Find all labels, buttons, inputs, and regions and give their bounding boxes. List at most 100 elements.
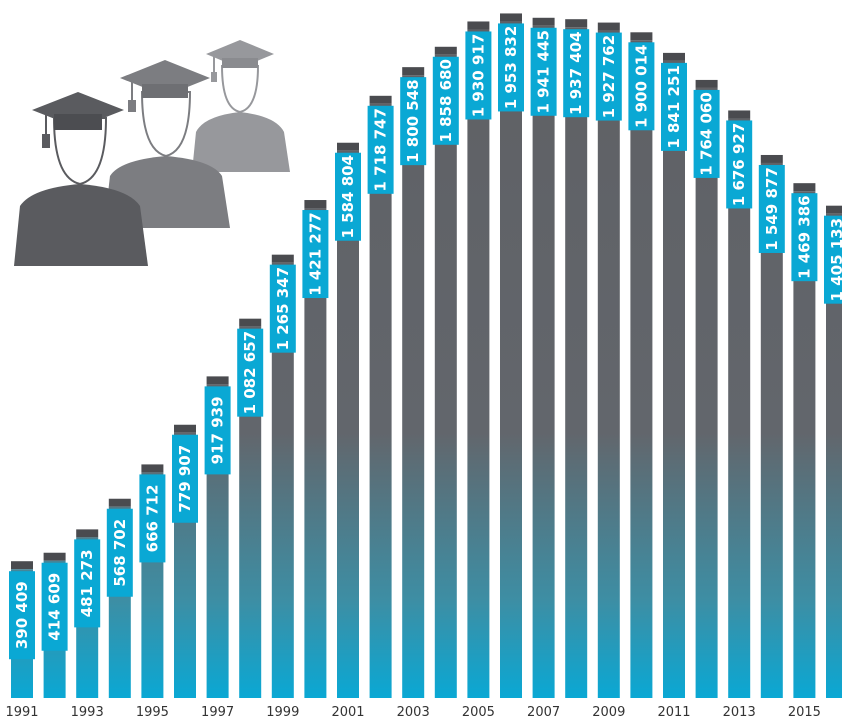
value-label: 1 941 445 [535, 30, 553, 114]
value-label: 1 927 762 [600, 35, 618, 119]
bar-2013: 1 676 927 [726, 110, 753, 698]
bar-cap [337, 142, 359, 151]
bar-cap [271, 254, 294, 263]
bar [369, 103, 392, 699]
bar-2005: 1 930 917 [465, 21, 492, 698]
bar-2000: 1 421 277 [302, 200, 329, 699]
value-label-bg [465, 31, 492, 120]
bar [663, 60, 685, 699]
x-tick-label: 1997 [201, 705, 234, 718]
graduate-figure-back [192, 40, 290, 172]
graduate-figures-icon [14, 40, 290, 266]
value-label: 1 841 251 [665, 65, 683, 149]
bar [271, 262, 294, 698]
value-label: 414 609 [46, 573, 64, 641]
bar-2001: 1 584 804 [335, 142, 361, 698]
x-tick-label: 2013 [723, 705, 756, 718]
value-label: 1 858 680 [437, 59, 455, 143]
value-label-bg [400, 77, 427, 166]
bar [304, 208, 327, 699]
bar [695, 87, 718, 699]
bar-cap [630, 32, 653, 41]
bar [565, 27, 588, 698]
x-tick-label: 2015 [788, 705, 821, 718]
bar-2007: 1 941 445 [530, 17, 557, 698]
bar [793, 191, 816, 698]
x-tick-label: 2009 [592, 705, 625, 718]
bar-2011: 1 841 251 [661, 52, 687, 699]
value-label: 1 937 404 [567, 31, 585, 115]
value-label: 1 953 832 [502, 26, 520, 110]
value-label: 1 405 133 [828, 218, 842, 302]
bar-2016: 1 405 133 [824, 205, 842, 698]
value-label-bg [335, 152, 361, 241]
bar-2015: 1 469 386 [791, 183, 818, 698]
bar-cap [174, 424, 196, 433]
value-label: 1 469 386 [795, 195, 813, 279]
bar-2008: 1 937 404 [563, 19, 590, 698]
x-tick-label: 1991 [5, 705, 38, 718]
value-label: 568 702 [111, 519, 129, 587]
bar [337, 150, 359, 698]
value-label-bg [693, 89, 720, 178]
bar-cap [434, 46, 457, 55]
value-label: 1 930 917 [469, 34, 487, 118]
bar-cap [467, 21, 490, 30]
value-label: 1 082 657 [241, 331, 259, 415]
bar-cap [108, 498, 131, 507]
value-label: 1 718 747 [372, 108, 390, 192]
bar-cap [76, 529, 99, 538]
value-label: 1 676 927 [730, 123, 748, 207]
value-label: 1 265 347 [274, 267, 292, 351]
bar-1998: 1 082 657 [237, 318, 264, 698]
value-label-bg [9, 571, 35, 660]
bar-2009: 1 927 762 [595, 22, 622, 698]
value-label-bg [563, 29, 590, 118]
value-label-bg [824, 215, 842, 304]
bar [500, 21, 522, 698]
bar [630, 40, 653, 699]
bar-1994: 568 702 [106, 498, 133, 698]
bar [434, 54, 457, 699]
value-label-bg [758, 164, 785, 253]
value-label-bg [106, 508, 133, 597]
value-label-bg [498, 23, 524, 112]
value-label-bg [726, 120, 753, 209]
value-label: 1 421 277 [306, 212, 324, 296]
bar-cap [11, 561, 33, 570]
bar-cap [760, 154, 783, 163]
bar-cap [206, 376, 229, 385]
value-label-bg [595, 32, 622, 121]
value-label-bg [530, 27, 557, 116]
value-label: 390 409 [13, 581, 31, 649]
bar [402, 75, 425, 698]
value-label: 1 584 804 [339, 155, 357, 239]
x-tick-label: 1993 [71, 705, 104, 718]
value-label-bg [367, 105, 394, 194]
bar-2010: 1 900 014 [628, 32, 655, 699]
value-label: 1 764 060 [698, 92, 716, 176]
value-label-bg [661, 62, 687, 151]
bars: 390 409 414 609 481 273 568 702 666 712 779 9… [9, 13, 842, 699]
bar [532, 25, 555, 698]
bar-1995: 666 712 [139, 464, 166, 698]
graduate-figure-front [14, 92, 148, 266]
bar-cap [43, 552, 66, 561]
bar-cap [141, 464, 164, 473]
bar-2004: 1 858 680 [432, 46, 459, 699]
value-label-bg [172, 434, 198, 523]
bar-2014: 1 549 877 [758, 154, 785, 699]
bar-cap [239, 318, 262, 327]
value-label-bg [791, 193, 818, 282]
bar [728, 118, 751, 698]
bar [597, 30, 620, 698]
bar-cap [565, 19, 588, 28]
value-label-bg [302, 210, 329, 299]
bar-2003: 1 800 548 [400, 67, 427, 698]
bar [467, 29, 490, 698]
bar-1996: 779 907 [172, 424, 198, 698]
bar-cap [304, 200, 327, 209]
bar-1997: 917 939 [204, 376, 231, 698]
value-label-bg [74, 539, 101, 628]
